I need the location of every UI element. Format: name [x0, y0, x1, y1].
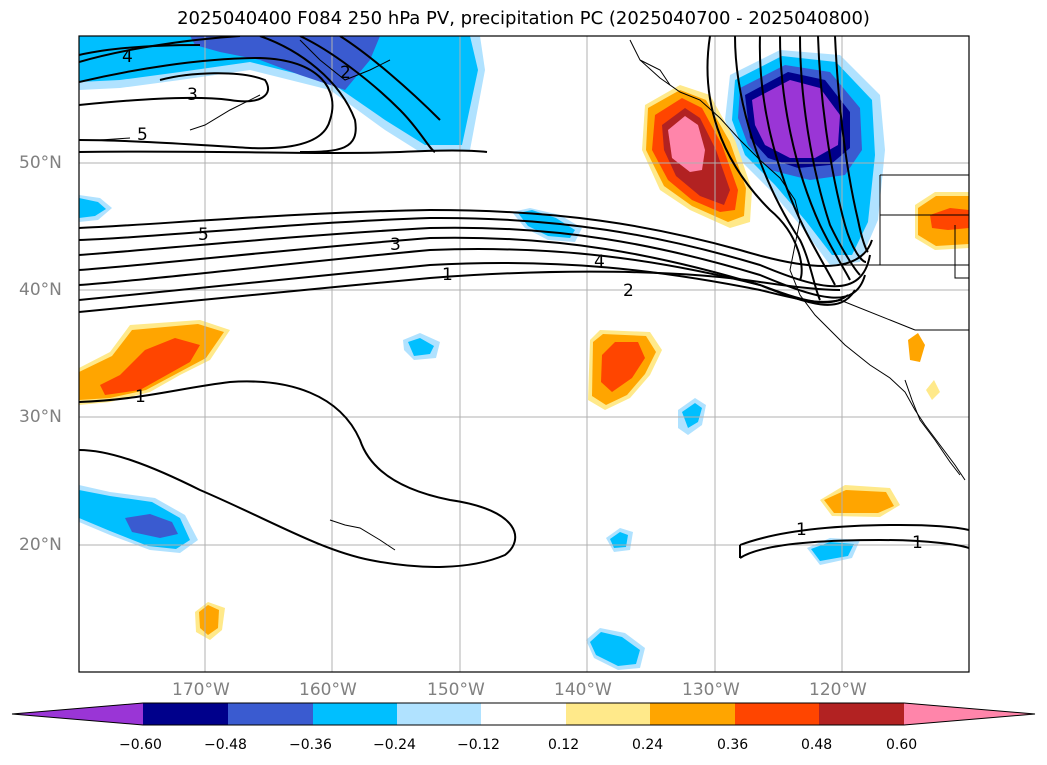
lon-label: 140°W [554, 680, 612, 700]
colorbar-segment [228, 703, 313, 725]
lon-label: 150°W [427, 680, 485, 700]
colorbar-tick-label: 0.36 [717, 737, 749, 753]
colorbar-tick-label: −0.24 [373, 737, 416, 753]
pv-contours [79, 36, 969, 568]
lat-label: 40°N [19, 280, 62, 300]
precip-positive-central [588, 330, 662, 410]
lon-label: 170°W [172, 680, 230, 700]
colorbar-tick-label: 0.60 [886, 737, 918, 753]
colorbar-tick-label: −0.12 [457, 737, 500, 753]
colorbar-segment [735, 703, 819, 725]
colorbar-segment [650, 703, 735, 725]
colorbar-tick-label: 0.24 [632, 737, 664, 753]
contour-label: 5 [137, 125, 148, 145]
contour-label: 1 [442, 265, 453, 285]
contour-label: 1 [135, 387, 146, 407]
contour-label: 1 [912, 533, 923, 553]
colorbar-extend-min [12, 703, 143, 725]
colorbar-segment [143, 703, 228, 725]
colorbar-tick-label: −0.60 [119, 737, 162, 753]
colorbar [11, 702, 1036, 726]
contour-label: 4 [122, 47, 133, 67]
lon-label: 160°W [299, 680, 357, 700]
precip-positive-east [915, 192, 969, 250]
contour-label: 3 [187, 85, 198, 105]
colorbar-extend-max [904, 703, 1035, 725]
contour-label: 3 [390, 235, 401, 255]
precip-positive-west [79, 320, 230, 405]
colorbar-tick-label: −0.36 [289, 737, 332, 753]
colorbar-segment [819, 703, 904, 725]
lon-label: 120°W [809, 680, 867, 700]
lat-label: 20°N [19, 535, 62, 555]
map-title: 2025040400 F084 250 hPa PV, precipitatio… [177, 8, 870, 29]
precip-positive-small [195, 602, 225, 640]
coastlines [99, 39, 969, 551]
lat-label: 50°N [19, 153, 62, 173]
precip-positive-baja [908, 333, 940, 400]
contour-labels: 4 3 5 2 5 3 1 4 2 1 1 1 [122, 47, 923, 553]
colorbar-segment [481, 703, 566, 725]
lon-label: 130°W [682, 680, 740, 700]
map-frame [78, 35, 970, 673]
contour-label: 5 [198, 225, 209, 245]
contour-label: 2 [340, 63, 351, 83]
lat-label: 30°N [19, 407, 62, 427]
precip-positive-south [820, 485, 900, 517]
colorbar-tick-label: 0.12 [548, 737, 580, 753]
contour-label: 2 [623, 281, 634, 301]
contour-label: 4 [594, 252, 605, 272]
precip-negative-sw [79, 485, 198, 553]
precip-positive-bc [642, 85, 752, 228]
colorbar-outline [11, 702, 1036, 726]
precip-negative-small [79, 195, 860, 670]
colorbar-tick-label: 0.48 [801, 737, 833, 753]
colorbar-segment [397, 703, 481, 725]
colorbar-tick-label: −0.48 [204, 737, 247, 753]
colorbar-segment [566, 703, 650, 725]
contour-label: 1 [796, 520, 807, 540]
colorbar-segment [313, 703, 397, 725]
